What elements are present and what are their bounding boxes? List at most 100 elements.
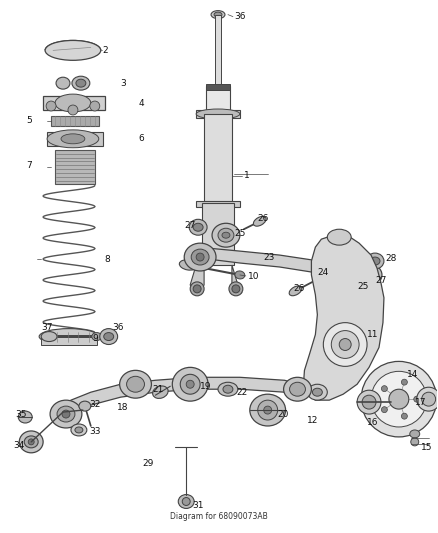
Polygon shape	[232, 265, 242, 293]
Text: 1: 1	[244, 171, 250, 180]
Ellipse shape	[218, 382, 238, 396]
Ellipse shape	[250, 394, 286, 426]
Ellipse shape	[357, 390, 381, 414]
Text: 3: 3	[120, 79, 127, 87]
Text: 36: 36	[234, 12, 245, 21]
Text: Diagram for 68090073AB: Diagram for 68090073AB	[170, 512, 268, 521]
Ellipse shape	[41, 332, 57, 342]
Ellipse shape	[356, 264, 382, 286]
Ellipse shape	[381, 407, 387, 413]
Ellipse shape	[335, 282, 351, 296]
Ellipse shape	[214, 12, 222, 17]
Ellipse shape	[76, 79, 86, 87]
Ellipse shape	[307, 384, 327, 400]
Ellipse shape	[68, 105, 78, 115]
Ellipse shape	[212, 223, 240, 247]
Ellipse shape	[329, 277, 357, 301]
Ellipse shape	[362, 395, 376, 409]
Ellipse shape	[410, 430, 420, 438]
Text: 27: 27	[184, 221, 196, 230]
Bar	[47, 132, 103, 146]
Ellipse shape	[401, 379, 407, 385]
Ellipse shape	[414, 396, 420, 402]
Text: 12: 12	[307, 416, 319, 424]
Ellipse shape	[61, 134, 85, 144]
Ellipse shape	[235, 271, 245, 279]
Text: 32: 32	[89, 400, 100, 409]
Ellipse shape	[152, 386, 168, 399]
Ellipse shape	[223, 385, 233, 393]
Bar	[41, 335, 97, 344]
Ellipse shape	[356, 273, 374, 289]
Text: 16: 16	[367, 417, 378, 426]
Ellipse shape	[323, 322, 367, 366]
Text: 35: 35	[15, 409, 27, 418]
Ellipse shape	[211, 11, 225, 19]
Bar	[196, 110, 240, 118]
Text: 24: 24	[318, 269, 328, 278]
Ellipse shape	[264, 406, 272, 414]
Ellipse shape	[312, 388, 322, 396]
Text: 21: 21	[152, 385, 164, 394]
Ellipse shape	[422, 392, 436, 406]
Ellipse shape	[232, 285, 240, 293]
Text: 9: 9	[93, 334, 99, 343]
Text: 26: 26	[258, 214, 269, 223]
Ellipse shape	[56, 77, 70, 89]
Ellipse shape	[71, 424, 87, 436]
Text: 5: 5	[26, 116, 32, 125]
Text: 8: 8	[105, 255, 110, 263]
Ellipse shape	[180, 374, 200, 394]
Ellipse shape	[196, 109, 240, 119]
Text: 19: 19	[200, 382, 212, 391]
Text: 36: 36	[113, 323, 124, 332]
Text: 26: 26	[293, 285, 305, 293]
Ellipse shape	[370, 257, 380, 265]
Ellipse shape	[362, 269, 376, 281]
Ellipse shape	[46, 101, 56, 111]
Bar	[196, 201, 240, 207]
Ellipse shape	[45, 41, 101, 60]
Ellipse shape	[55, 94, 91, 112]
Text: 14: 14	[407, 370, 418, 379]
Ellipse shape	[39, 329, 99, 344]
Ellipse shape	[104, 333, 114, 341]
Text: 37: 37	[41, 323, 53, 332]
Ellipse shape	[19, 431, 43, 453]
Ellipse shape	[189, 219, 207, 235]
Ellipse shape	[184, 243, 216, 271]
Ellipse shape	[258, 400, 278, 420]
Ellipse shape	[191, 249, 209, 265]
Text: 29: 29	[142, 459, 154, 469]
Text: 27: 27	[375, 277, 386, 285]
Polygon shape	[198, 248, 374, 281]
Ellipse shape	[92, 333, 102, 341]
Ellipse shape	[182, 497, 190, 505]
Ellipse shape	[381, 386, 387, 392]
Ellipse shape	[218, 228, 234, 242]
Ellipse shape	[57, 406, 75, 422]
Ellipse shape	[290, 382, 305, 396]
Text: 18: 18	[117, 402, 128, 411]
Bar	[215, 14, 221, 86]
Ellipse shape	[28, 439, 34, 445]
Ellipse shape	[79, 401, 91, 411]
Ellipse shape	[186, 380, 194, 388]
Text: 23: 23	[264, 253, 275, 262]
Bar	[202, 204, 234, 265]
Ellipse shape	[172, 367, 208, 401]
Bar	[43, 96, 105, 110]
Ellipse shape	[127, 376, 145, 392]
Text: 25: 25	[234, 229, 245, 238]
Ellipse shape	[222, 232, 230, 238]
Ellipse shape	[360, 277, 370, 285]
Ellipse shape	[100, 329, 118, 344]
Text: 17: 17	[415, 398, 427, 407]
Ellipse shape	[366, 253, 384, 269]
Ellipse shape	[47, 130, 99, 148]
Ellipse shape	[72, 76, 90, 90]
Text: 2: 2	[103, 46, 108, 55]
Text: 4: 4	[138, 99, 144, 108]
Ellipse shape	[75, 427, 83, 433]
Ellipse shape	[90, 101, 100, 111]
